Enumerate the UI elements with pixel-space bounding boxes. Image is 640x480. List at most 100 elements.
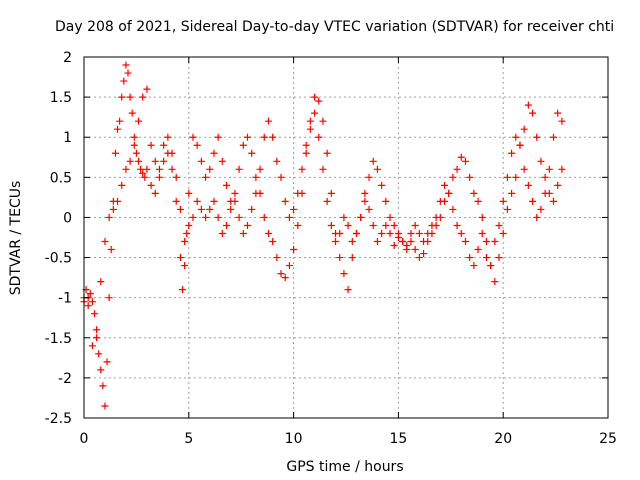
- data-point: [134, 117, 142, 125]
- data-point: [252, 189, 260, 197]
- data-point: [252, 173, 260, 181]
- data-point: [545, 165, 553, 173]
- data-point: [499, 229, 507, 237]
- y-tick-label: -2: [58, 371, 72, 387]
- data-point: [558, 117, 566, 125]
- data-point: [197, 205, 205, 213]
- data-point: [206, 165, 214, 173]
- data-point: [298, 165, 306, 173]
- data-point: [160, 157, 168, 165]
- data-point: [235, 213, 243, 221]
- data-point: [86, 290, 94, 298]
- data-point: [277, 173, 285, 181]
- data-point: [93, 334, 101, 342]
- data-point: [420, 250, 428, 258]
- data-point: [114, 197, 122, 205]
- data-point: [281, 274, 289, 282]
- data-point: [231, 197, 239, 205]
- data-point: [223, 221, 231, 229]
- data-point: [214, 213, 222, 221]
- data-point: [155, 173, 163, 181]
- data-point: [99, 382, 107, 390]
- data-point: [407, 229, 415, 237]
- data-point: [197, 157, 205, 165]
- data-point: [116, 117, 124, 125]
- data-point: [420, 238, 428, 246]
- data-point: [105, 213, 113, 221]
- data-point: [340, 270, 348, 278]
- data-point: [348, 254, 356, 262]
- data-point: [441, 181, 449, 189]
- data-point: [118, 181, 126, 189]
- data-point: [457, 229, 465, 237]
- data-point: [243, 133, 251, 141]
- data-point: [202, 173, 210, 181]
- data-point: [537, 157, 545, 165]
- data-point: [524, 101, 532, 109]
- data-point: [239, 141, 247, 149]
- data-point: [336, 254, 344, 262]
- data-point: [269, 133, 277, 141]
- data-point: [495, 254, 503, 262]
- data-point: [554, 181, 562, 189]
- data-point: [533, 133, 541, 141]
- data-point: [179, 286, 187, 294]
- data-point: [537, 205, 545, 213]
- data-point: [432, 213, 440, 221]
- data-point: [88, 298, 96, 306]
- data-point: [453, 221, 461, 229]
- data-point: [495, 221, 503, 229]
- data-point: [319, 165, 327, 173]
- data-point: [474, 197, 482, 205]
- data-point: [139, 169, 147, 177]
- data-point: [457, 153, 465, 161]
- data-point: [172, 173, 180, 181]
- data-point: [369, 157, 377, 165]
- data-point: [478, 213, 486, 221]
- data-point: [411, 221, 419, 229]
- data-point: [386, 229, 394, 237]
- data-point: [541, 189, 549, 197]
- data-point: [210, 149, 218, 157]
- data-point: [269, 238, 277, 246]
- data-point: [168, 165, 176, 173]
- data-point: [378, 229, 386, 237]
- data-point: [407, 238, 415, 246]
- data-point: [352, 229, 360, 237]
- data-point: [332, 238, 340, 246]
- data-point: [248, 149, 256, 157]
- data-point: [348, 238, 356, 246]
- data-point: [382, 197, 390, 205]
- chart-title: Day 208 of 2021, Sidereal Day-to-day VTE…: [55, 19, 614, 35]
- data-point: [365, 205, 373, 213]
- data-point: [239, 229, 247, 237]
- data-point: [260, 133, 268, 141]
- x-tick-label: 10: [285, 431, 303, 447]
- grid-lines: [84, 57, 608, 418]
- data-point: [503, 205, 511, 213]
- x-tick-labels: 0 5 10 15 20 25: [80, 431, 617, 447]
- data-point: [122, 61, 130, 69]
- data-point: [390, 221, 398, 229]
- data-point: [361, 189, 369, 197]
- y-tick-label: -1: [58, 291, 72, 307]
- data-point: [357, 213, 365, 221]
- data-point: [137, 165, 145, 173]
- data-point: [470, 262, 478, 270]
- data-point: [550, 197, 558, 205]
- y-tick-label: 1: [63, 130, 72, 146]
- data-point: [172, 197, 180, 205]
- data-point: [290, 205, 298, 213]
- x-tick-label: 15: [389, 431, 407, 447]
- data-point: [550, 133, 558, 141]
- data-point: [386, 213, 394, 221]
- data-point: [124, 69, 132, 77]
- data-point: [306, 117, 314, 125]
- data-point: [415, 254, 423, 262]
- data-point: [415, 229, 423, 237]
- data-point: [151, 189, 159, 197]
- data-point: [466, 254, 474, 262]
- data-point: [285, 262, 293, 270]
- data-point: [143, 85, 151, 93]
